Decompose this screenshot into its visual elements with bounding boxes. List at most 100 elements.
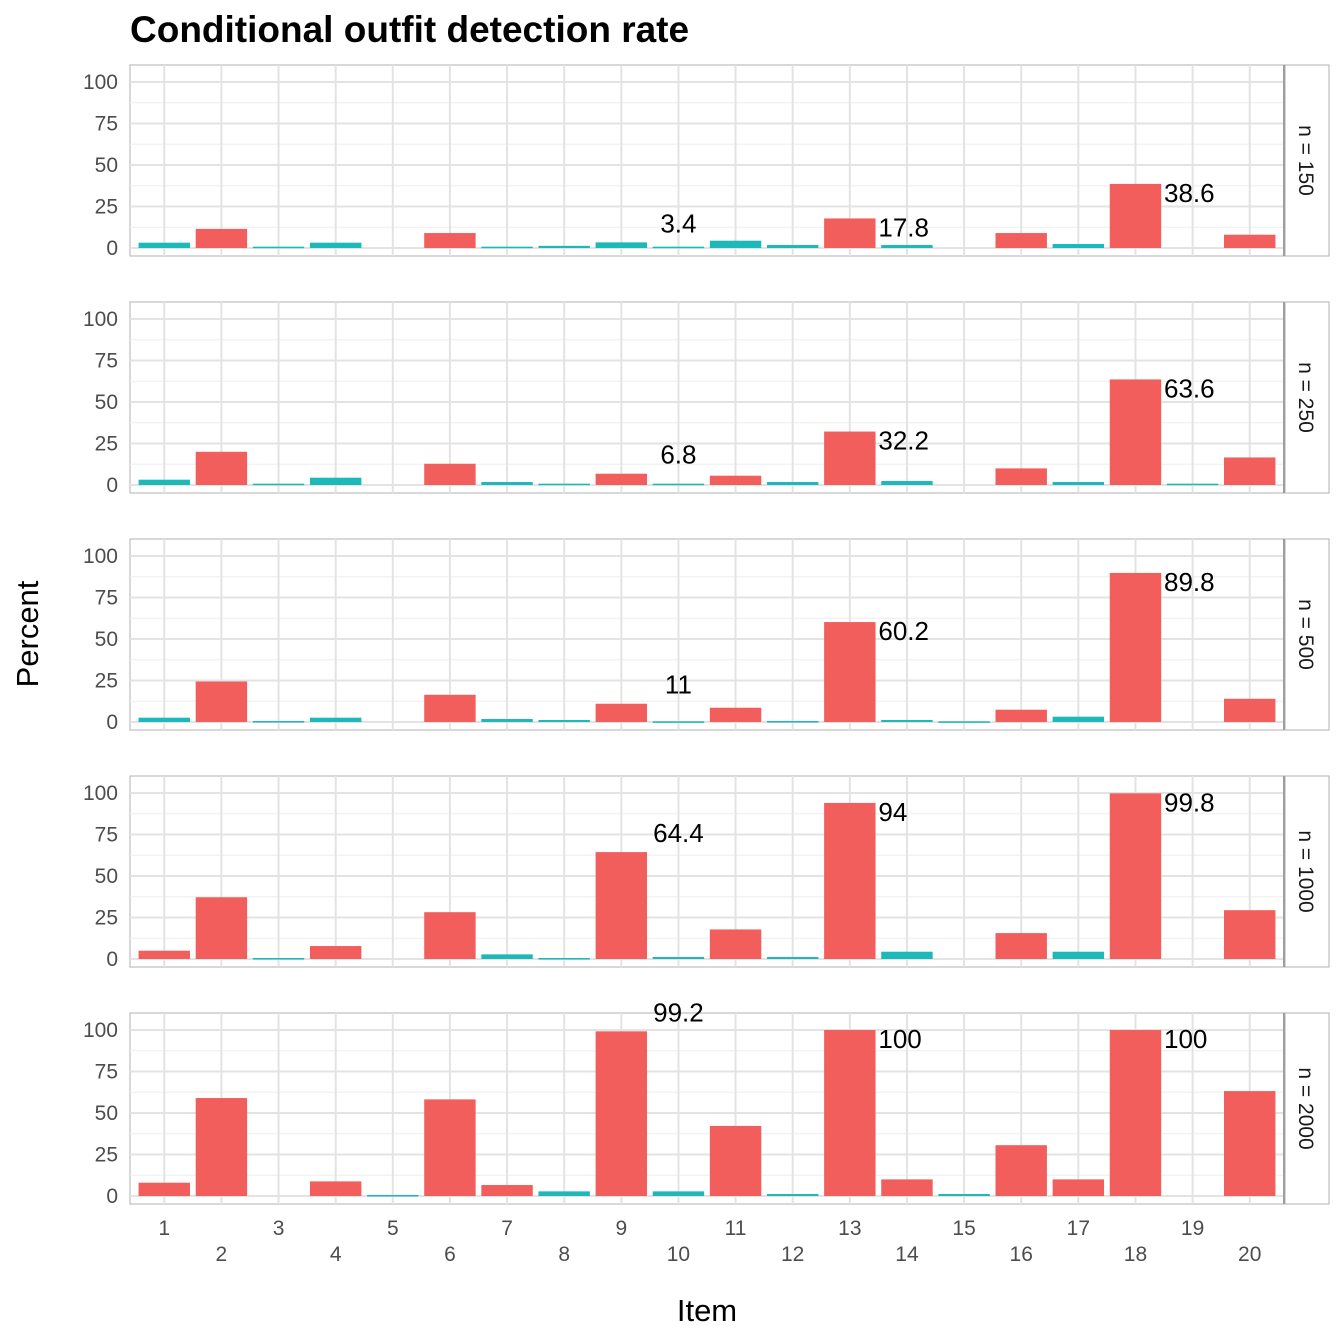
bar-value-label: 38.6 xyxy=(1164,178,1215,208)
bar xyxy=(195,1098,248,1196)
bar xyxy=(824,802,876,959)
facet-panel: 0 25 50 75 100 99.2 100 100 n = 2000 xyxy=(83,997,1330,1208)
x-tick-label: 17 xyxy=(1067,1217,1090,1240)
facet-strip-label: n = 500 xyxy=(1294,599,1317,670)
y-tick-label: 25 xyxy=(95,907,118,930)
bar xyxy=(824,431,876,485)
bar xyxy=(367,1195,419,1197)
bar xyxy=(195,228,248,248)
bar-value-label: 11 xyxy=(665,670,692,700)
bar xyxy=(824,1030,876,1196)
bar xyxy=(995,468,1047,485)
bar-value-label: 94 xyxy=(878,797,907,827)
bar xyxy=(1224,457,1276,485)
bar xyxy=(538,720,590,722)
facet-panel: 0 25 50 75 100 64.4 94 99.8 n = 1000 xyxy=(83,775,1330,971)
x-tick-label: 5 xyxy=(387,1217,399,1240)
y-tick-label: 0 xyxy=(106,711,118,734)
y-tick-label: 25 xyxy=(95,1144,118,1167)
facet-strip-label: n = 1000 xyxy=(1294,830,1317,912)
bar xyxy=(309,477,362,485)
bar xyxy=(766,482,819,485)
bar xyxy=(252,958,305,960)
bar xyxy=(1224,910,1276,959)
y-tick-label: 0 xyxy=(106,948,118,971)
x-tick-label: 13 xyxy=(838,1217,861,1240)
x-tick-label: 11 xyxy=(725,1217,747,1240)
bar xyxy=(881,951,933,959)
y-tick-label: 50 xyxy=(95,1102,118,1125)
bar xyxy=(1109,572,1162,722)
bar xyxy=(595,1031,648,1196)
y-tick-label: 0 xyxy=(106,1185,118,1208)
y-tick-label: 100 xyxy=(83,308,118,331)
y-tick-label: 25 xyxy=(95,670,118,693)
bar-value-label: 89.8 xyxy=(1164,567,1215,597)
bar xyxy=(481,246,533,249)
bar xyxy=(424,233,476,248)
bar xyxy=(1052,244,1105,248)
y-tick-label: 0 xyxy=(106,474,118,497)
bar xyxy=(709,707,762,722)
x-tick-label: 10 xyxy=(667,1243,690,1266)
bar xyxy=(1109,379,1162,485)
bar xyxy=(652,1191,705,1196)
bar xyxy=(824,218,876,248)
bar-value-label: 63.6 xyxy=(1164,373,1215,403)
bar xyxy=(881,1179,933,1196)
bar xyxy=(424,912,476,959)
x-tick-label: 12 xyxy=(781,1243,804,1266)
bar xyxy=(652,957,705,959)
bar xyxy=(595,703,648,722)
y-tick-label: 75 xyxy=(95,824,118,847)
bar xyxy=(995,933,1047,959)
bar-value-label: 100 xyxy=(878,1024,921,1054)
bar xyxy=(595,473,648,485)
bar xyxy=(881,245,933,248)
bar xyxy=(881,481,933,485)
facet-strip-label: n = 150 xyxy=(1294,125,1317,196)
bar xyxy=(766,245,819,248)
y-tick-label: 25 xyxy=(95,196,118,219)
facet-panel: 0 25 50 75 100 11 60.2 89.8 n = 500 xyxy=(83,538,1330,734)
x-tick-label: 6 xyxy=(444,1243,456,1266)
x-tick-label: 15 xyxy=(952,1217,975,1240)
bar xyxy=(481,482,533,485)
bar xyxy=(481,1185,533,1196)
bar xyxy=(424,463,476,485)
bar xyxy=(481,954,533,959)
bar xyxy=(652,483,705,486)
bar xyxy=(252,721,305,723)
panel-border xyxy=(129,64,1285,257)
bar-value-label: 3.4 xyxy=(660,208,696,238)
bar xyxy=(709,475,762,485)
bar xyxy=(1224,1091,1276,1196)
y-tick-label: 50 xyxy=(95,628,118,651)
bar-value-label: 99.2 xyxy=(653,997,704,1027)
x-tick-label: 19 xyxy=(1181,1217,1204,1240)
bar xyxy=(709,1125,762,1196)
y-tick-label: 75 xyxy=(95,350,118,373)
x-axis-title: Item xyxy=(677,1293,737,1328)
x-tick-label: 9 xyxy=(615,1217,627,1240)
bar xyxy=(1109,793,1162,959)
facet-strip xyxy=(1284,538,1330,731)
bar xyxy=(538,958,590,960)
bar xyxy=(1052,482,1105,485)
y-tick-label: 50 xyxy=(95,391,118,414)
bar xyxy=(138,950,190,959)
bar xyxy=(1224,698,1276,722)
bar xyxy=(138,242,190,248)
bar xyxy=(1109,1030,1162,1196)
bar xyxy=(309,717,362,722)
bar xyxy=(138,479,190,485)
y-tick-label: 50 xyxy=(95,865,118,888)
bar xyxy=(995,709,1047,722)
x-tick-label: 8 xyxy=(558,1243,570,1266)
bar xyxy=(995,1145,1047,1196)
x-tick-label: 1 xyxy=(158,1217,170,1240)
bar xyxy=(138,1182,190,1196)
bar-value-label: 64.4 xyxy=(653,818,704,848)
bar xyxy=(1052,716,1105,722)
